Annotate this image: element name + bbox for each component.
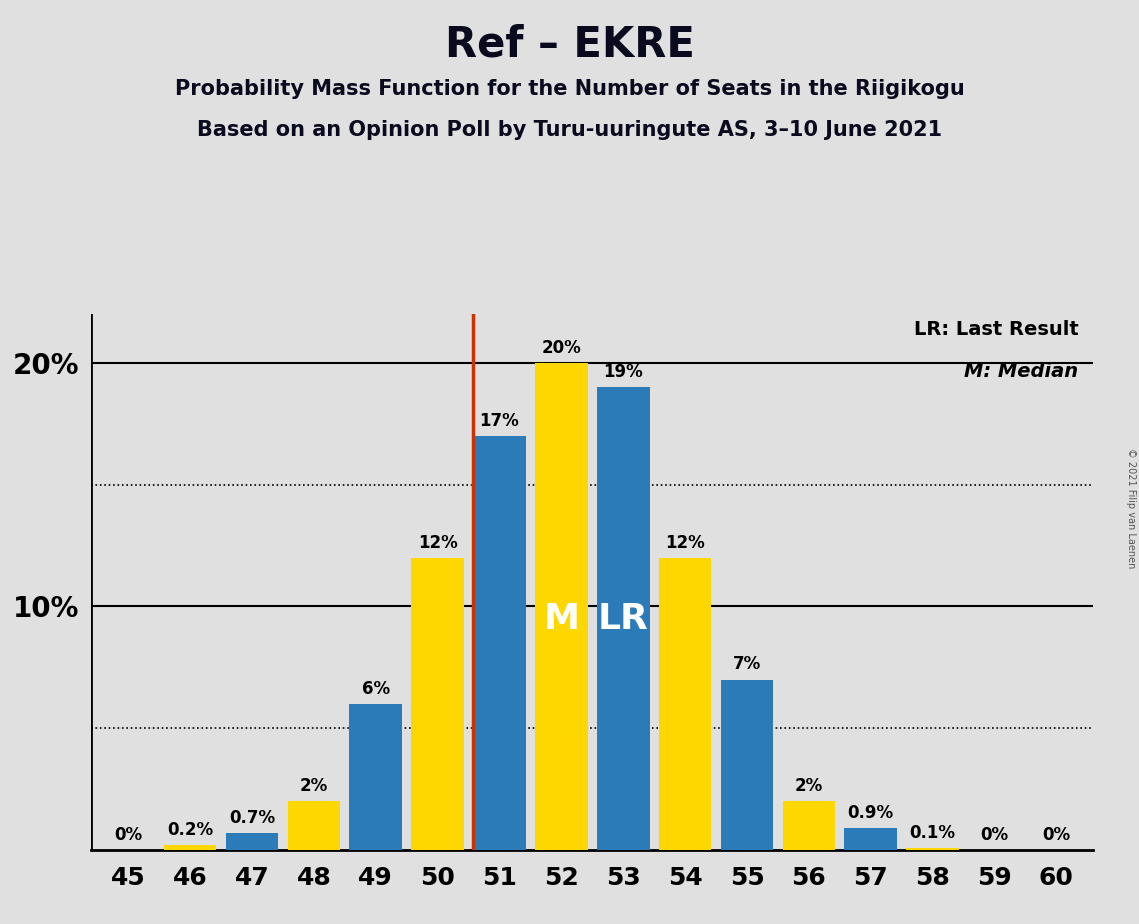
Bar [350, 704, 402, 850]
Text: © 2021 Filip van Laenen: © 2021 Filip van Laenen [1126, 448, 1136, 568]
Text: 7%: 7% [732, 655, 761, 674]
Text: 0.2%: 0.2% [167, 821, 213, 839]
Text: 0%: 0% [114, 826, 142, 844]
Bar [597, 387, 649, 850]
Text: 12%: 12% [418, 534, 458, 552]
Text: 0%: 0% [981, 826, 1008, 844]
Text: 0.9%: 0.9% [847, 804, 894, 822]
Bar [658, 558, 712, 850]
Text: Ref – EKRE: Ref – EKRE [444, 23, 695, 65]
Bar [721, 679, 773, 850]
Bar [226, 833, 278, 850]
Text: LR: LR [598, 602, 648, 636]
Text: M: Median: M: Median [965, 362, 1079, 382]
Bar [164, 845, 216, 850]
Bar [411, 558, 464, 850]
Text: 0.7%: 0.7% [229, 808, 274, 827]
Text: 12%: 12% [665, 534, 705, 552]
Text: 6%: 6% [362, 680, 390, 698]
Bar [473, 436, 526, 850]
Bar [535, 363, 588, 850]
Bar [907, 847, 959, 850]
Text: 2%: 2% [300, 777, 328, 796]
Bar [782, 801, 835, 850]
Text: LR: Last Result: LR: Last Result [913, 320, 1079, 338]
Text: Probability Mass Function for the Number of Seats in the Riigikogu: Probability Mass Function for the Number… [174, 79, 965, 99]
Text: 0.1%: 0.1% [910, 823, 956, 842]
Text: 20%: 20% [541, 339, 581, 357]
Text: Based on an Opinion Poll by Turu-uuringute AS, 3–10 June 2021: Based on an Opinion Poll by Turu-uuringu… [197, 120, 942, 140]
Text: 0%: 0% [1042, 826, 1071, 844]
Bar [287, 801, 341, 850]
Text: 19%: 19% [604, 363, 644, 381]
Text: 17%: 17% [480, 412, 519, 430]
Bar [844, 828, 898, 850]
Text: M: M [543, 602, 580, 636]
Text: 2%: 2% [795, 777, 823, 796]
